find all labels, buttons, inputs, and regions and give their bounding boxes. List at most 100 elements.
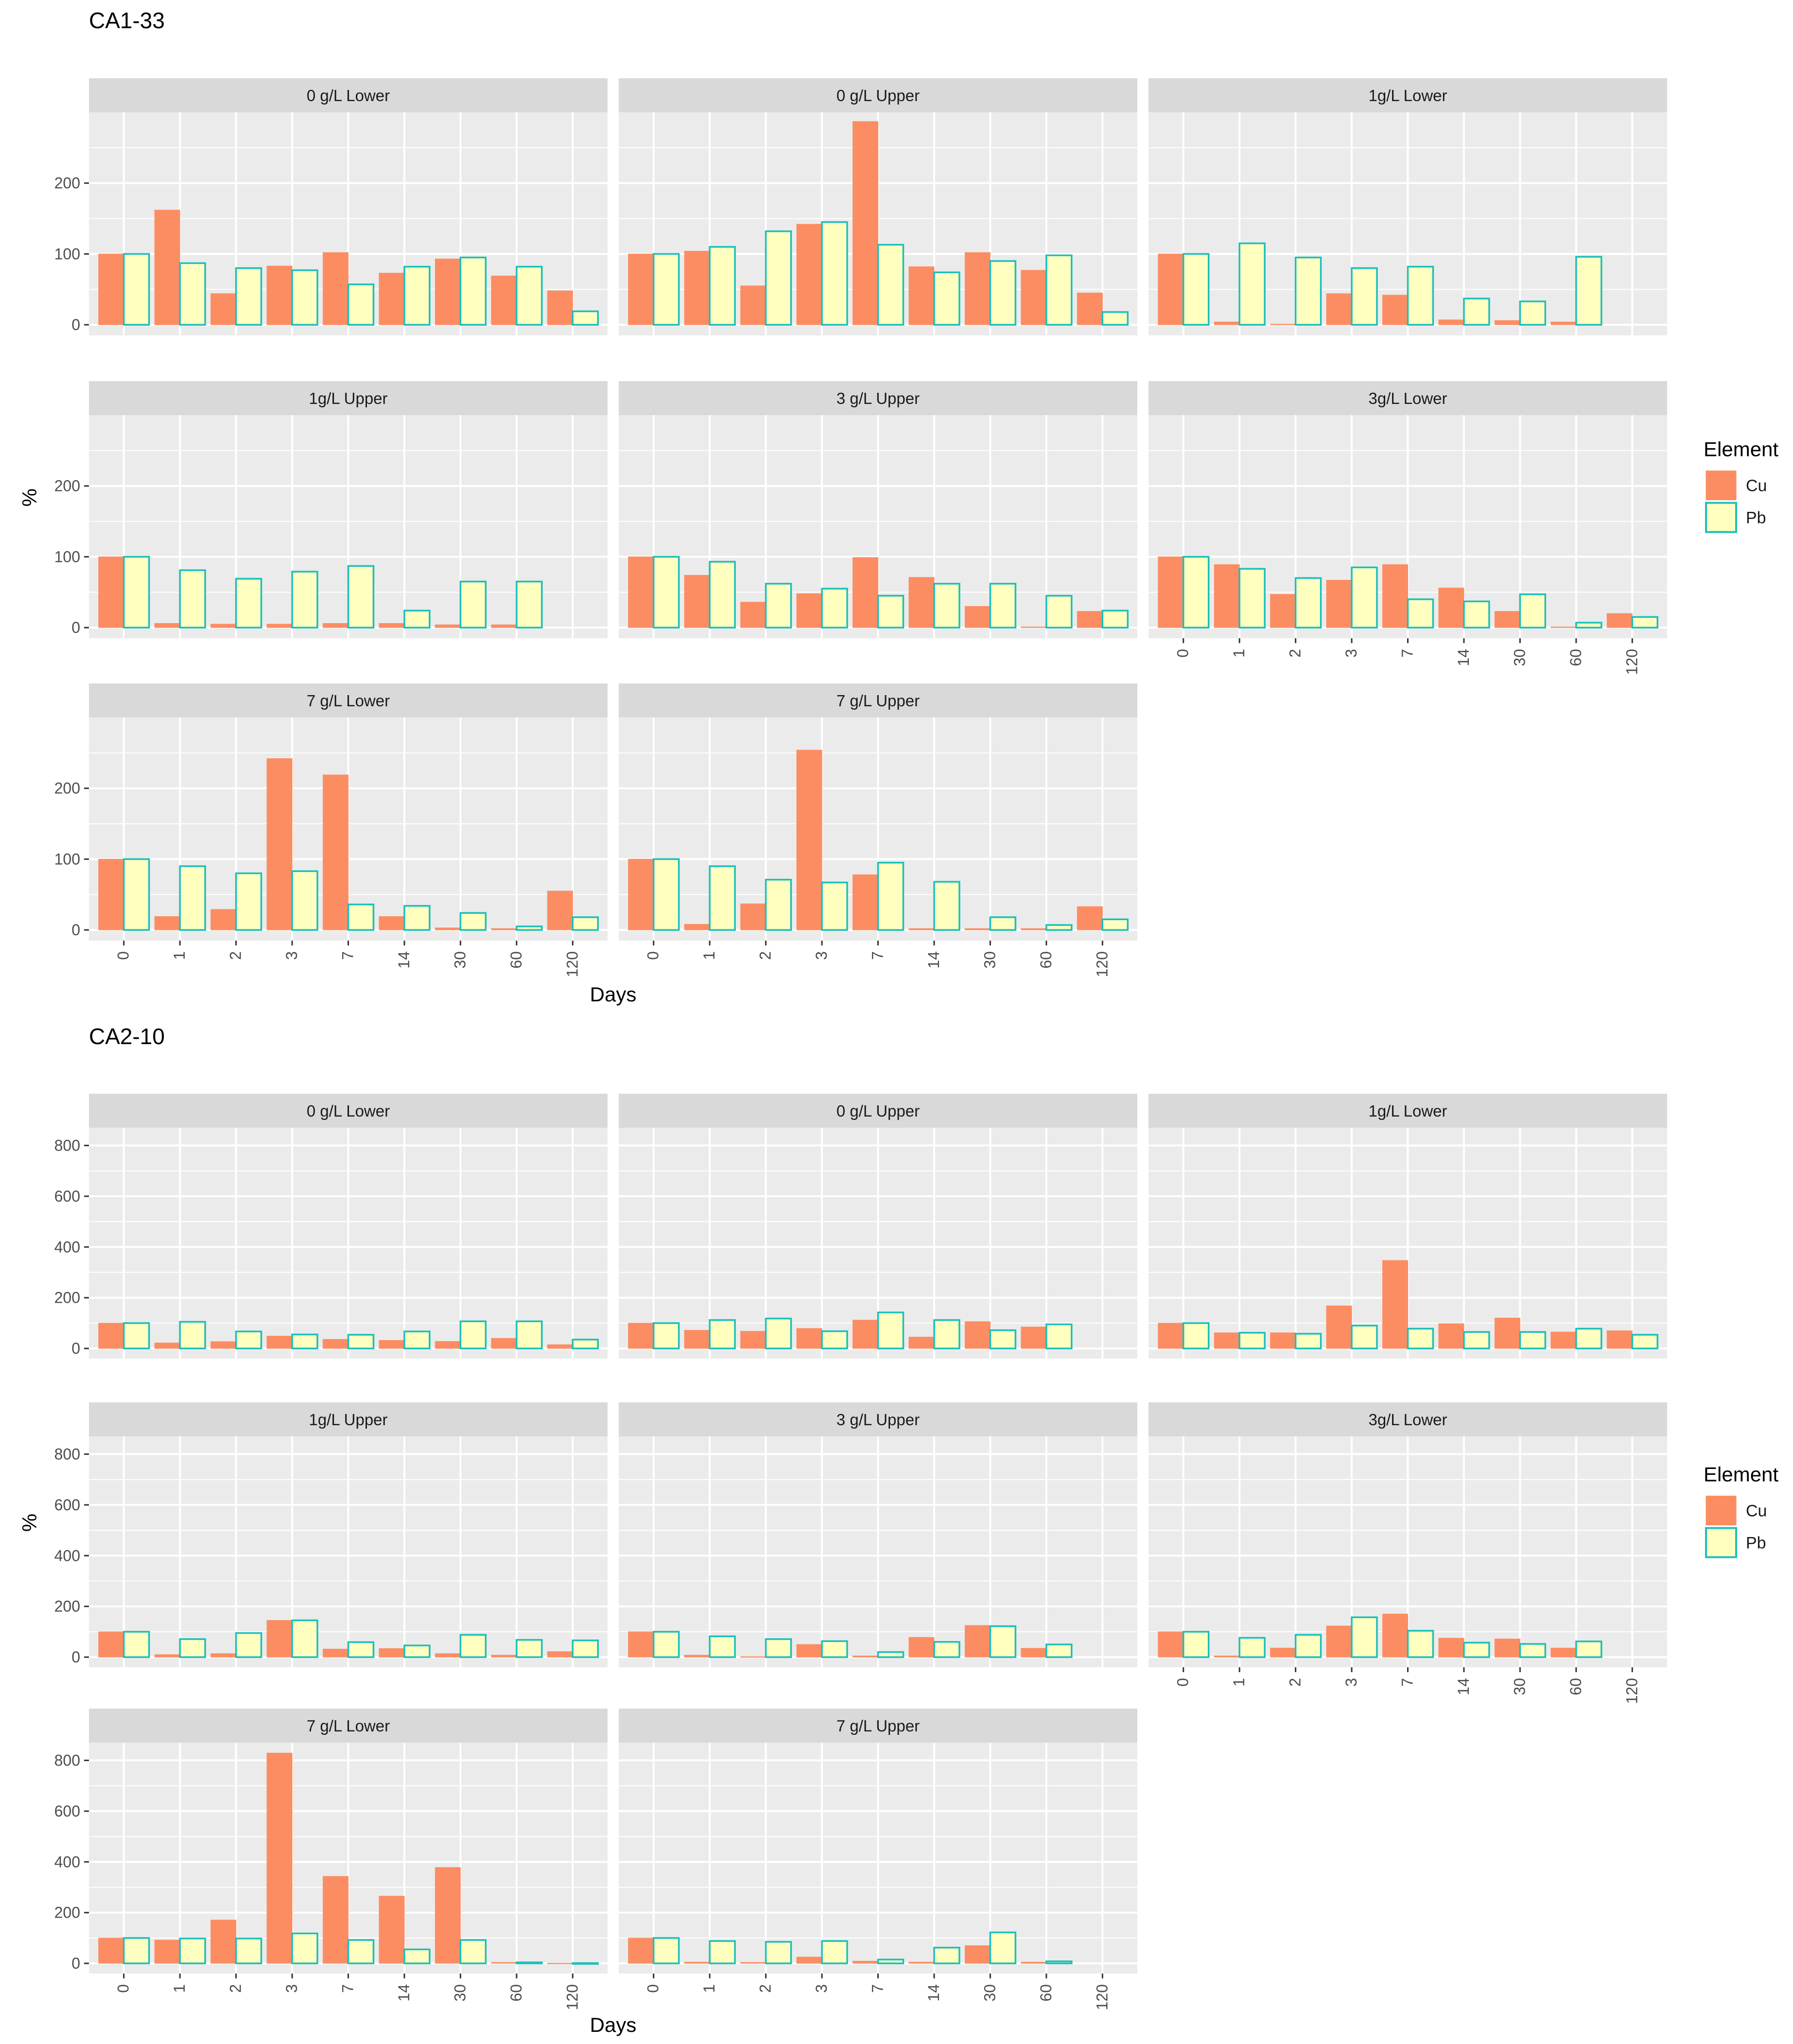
bar-pb xyxy=(1182,253,1210,326)
bar-pb xyxy=(1045,1643,1073,1658)
bar-pb xyxy=(572,1339,599,1349)
x-tick-label: 30 xyxy=(981,1984,998,2002)
bar-pb xyxy=(1351,1325,1378,1349)
bar-pb xyxy=(291,1619,318,1658)
bar-cu xyxy=(210,1341,237,1349)
bar-pb xyxy=(709,1940,736,1964)
bar-pb xyxy=(1238,1332,1266,1349)
panel: 0 g/L Lower 0 200 400 600 800 xyxy=(54,1094,608,1359)
x-tick-label: 30 xyxy=(1511,649,1528,666)
panel: 1g/L Upper 0 100 200 xyxy=(54,381,608,638)
bar-cu xyxy=(908,1962,935,1964)
x-tick-label: 60 xyxy=(1037,951,1055,969)
bar-pb xyxy=(122,556,150,629)
bar-cu xyxy=(547,290,573,325)
x-tick-label: 3 xyxy=(813,951,830,960)
bar-cu xyxy=(210,1920,237,1964)
panel-strip xyxy=(89,1709,608,1743)
bar-pb xyxy=(403,1948,431,1964)
y-tick-label: 0 xyxy=(71,316,80,333)
y-tick-label: 800 xyxy=(54,1752,80,1769)
bar-pb xyxy=(1294,1634,1322,1658)
panel-label: 7 g/L Upper xyxy=(836,1717,920,1735)
bar-cu xyxy=(266,758,293,930)
bar-pb xyxy=(709,246,736,326)
bar-cu xyxy=(1606,613,1633,628)
bar-pb xyxy=(1045,254,1073,326)
bar-cu xyxy=(796,1957,822,1964)
panel-strip xyxy=(89,381,608,415)
bar-cu xyxy=(98,253,124,325)
bar-cu xyxy=(1438,588,1464,628)
bar-pb xyxy=(989,916,1017,931)
bar-pb xyxy=(765,878,792,931)
bar-cu xyxy=(1158,556,1184,628)
bar-pb xyxy=(291,870,318,931)
panel-label: 0 g/L Upper xyxy=(836,87,920,105)
bar-pb xyxy=(122,1322,150,1349)
bar-cu xyxy=(154,1654,180,1658)
y-tick-label: 100 xyxy=(54,850,80,868)
legend-key-cu xyxy=(1706,1496,1737,1525)
bar-cu xyxy=(908,1637,935,1658)
bar-cu xyxy=(323,1648,348,1658)
panel-strip xyxy=(619,1402,1137,1436)
bar-pb xyxy=(821,1940,848,1964)
bar-cu xyxy=(1326,580,1352,628)
x-tick-label: 120 xyxy=(1093,951,1111,977)
bar-pb xyxy=(235,1938,262,1964)
bar-pb xyxy=(179,1321,206,1349)
bar-pb xyxy=(933,881,960,931)
bar-cu xyxy=(98,1323,124,1349)
bar-pb xyxy=(347,1334,375,1349)
bar-pb xyxy=(1519,1643,1547,1658)
y-tick-label: 200 xyxy=(54,1904,80,1922)
x-tick-label: 120 xyxy=(563,1984,581,2010)
bar-cu xyxy=(740,1331,766,1349)
y-tick-label: 200 xyxy=(54,477,80,495)
legend-label: Cu xyxy=(1746,477,1767,495)
panel: 0 g/L Upper xyxy=(619,78,1137,335)
bar-cu xyxy=(435,1867,461,1964)
panel: 1g/L Upper 0 200 400 600 800 xyxy=(54,1402,608,1667)
bar-cu xyxy=(684,1655,710,1658)
x-tick-label: 60 xyxy=(1037,1984,1055,2002)
bar-cu xyxy=(210,293,237,325)
panel-label: 1g/L Upper xyxy=(309,1411,387,1429)
bar-cu xyxy=(547,891,573,930)
bar-pb xyxy=(1294,256,1322,326)
panel-strip xyxy=(1149,78,1667,112)
y-tick-label: 100 xyxy=(54,548,80,565)
bar-cu xyxy=(796,593,822,628)
x-tick-label: 14 xyxy=(1455,1678,1472,1695)
bar-pb xyxy=(122,253,150,326)
y-tick-label: 600 xyxy=(54,1802,80,1820)
panel-label: 0 g/L Upper xyxy=(836,1102,920,1120)
bar-cu xyxy=(379,623,405,628)
bar-pb xyxy=(291,1333,318,1349)
bar-pb xyxy=(1407,265,1434,326)
bar-pb xyxy=(1182,556,1210,629)
panel-label: 3 g/L Upper xyxy=(836,1411,920,1429)
bar-cu xyxy=(210,1653,237,1658)
bar-pb xyxy=(516,1961,543,1964)
bar-cu xyxy=(1326,1305,1352,1349)
y-tick-label: 200 xyxy=(54,780,80,797)
bar-pb xyxy=(235,872,262,931)
bar-cu xyxy=(1494,1639,1520,1658)
y-axis-label: % xyxy=(18,489,41,507)
legend-key-pb xyxy=(1705,502,1737,533)
bar-pb xyxy=(1575,1641,1602,1658)
bar-cu xyxy=(853,121,879,325)
bar-pb xyxy=(403,610,431,629)
bar-pb xyxy=(877,1958,905,1964)
bar-cu xyxy=(1438,1638,1464,1658)
y-tick-label: 600 xyxy=(54,1496,80,1514)
bar-pb xyxy=(122,1631,150,1658)
bar-cu xyxy=(1550,627,1577,628)
y-axis-label: % xyxy=(18,1514,41,1532)
bar-cu xyxy=(1021,1327,1047,1349)
bar-pb xyxy=(347,903,375,931)
